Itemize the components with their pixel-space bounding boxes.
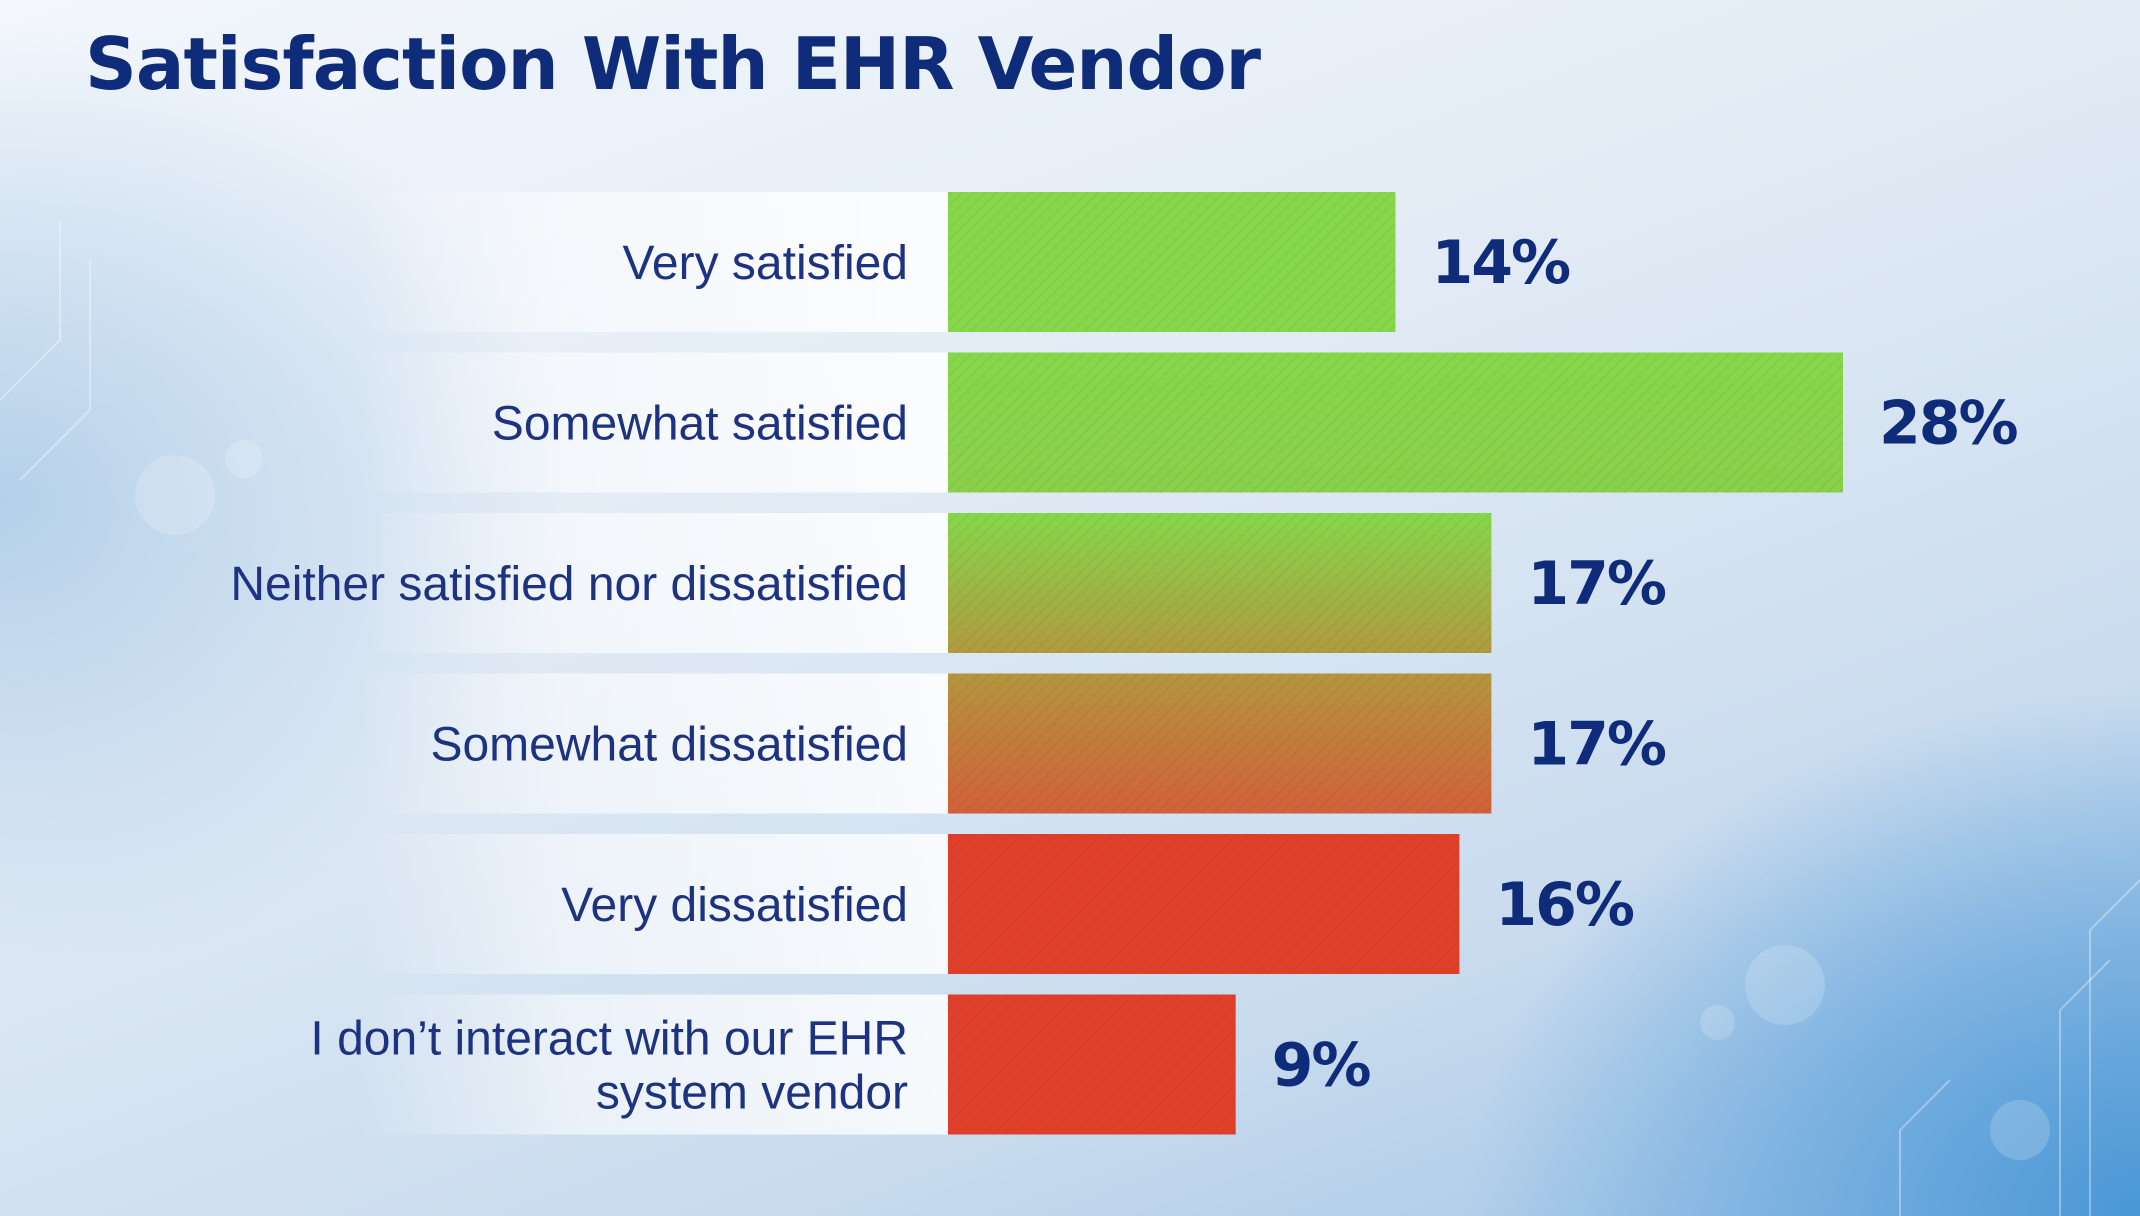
category-label: Somewhat satisfied bbox=[492, 398, 908, 451]
category-label-line: I don’t interact with our EHR bbox=[310, 1013, 908, 1066]
category-label-line: Somewhat satisfied bbox=[492, 398, 908, 451]
bar-texture bbox=[948, 994, 1236, 1135]
value-label: 16% bbox=[1495, 870, 1633, 940]
category-label-line: Very satisfied bbox=[623, 237, 908, 290]
value-label: 9% bbox=[1272, 1031, 1371, 1101]
bar-texture bbox=[948, 192, 1396, 332]
category-label: Very dissatisfied bbox=[561, 879, 908, 932]
row-band bbox=[360, 673, 948, 814]
category-label-line: Somewhat dissatisfied bbox=[430, 719, 908, 772]
value-label: 28% bbox=[1879, 389, 2017, 459]
bar-texture bbox=[948, 513, 1492, 653]
row-band bbox=[360, 994, 948, 1135]
bar-texture bbox=[948, 352, 1843, 493]
chart-title: Satisfaction With EHR Vendor bbox=[85, 22, 1261, 106]
row-band bbox=[360, 834, 948, 974]
value-label: 17% bbox=[1527, 710, 1665, 780]
category-label-line: system vendor bbox=[596, 1067, 908, 1120]
bar-texture bbox=[948, 834, 1460, 974]
row-band bbox=[360, 513, 948, 653]
category-label: Neither satisfied nor dissatisfied bbox=[230, 558, 908, 611]
value-label: 17% bbox=[1527, 549, 1665, 619]
category-label: I don’t interact with our EHR system vend… bbox=[310, 1013, 908, 1120]
category-label-line: Very dissatisfied bbox=[561, 879, 908, 932]
category-label: Somewhat dissatisfied bbox=[430, 719, 908, 772]
row-band bbox=[360, 192, 948, 332]
category-label: Very satisfied bbox=[623, 237, 908, 290]
value-label: 14% bbox=[1432, 228, 1570, 298]
row-band bbox=[360, 352, 948, 493]
bar-texture bbox=[948, 673, 1492, 814]
category-label-line: Neither satisfied nor dissatisfied bbox=[230, 558, 908, 611]
